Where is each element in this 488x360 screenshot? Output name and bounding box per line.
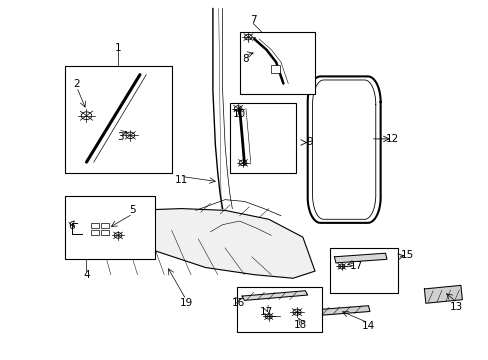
Bar: [329, 248, 397, 293]
Text: 6: 6: [68, 221, 75, 231]
Polygon shape: [307, 306, 369, 316]
Text: 17: 17: [349, 261, 362, 271]
Text: 3: 3: [117, 132, 123, 142]
Bar: [237, 287, 322, 332]
Text: 8: 8: [242, 54, 249, 64]
Polygon shape: [242, 291, 307, 300]
Bar: [91, 230, 99, 235]
Text: 10: 10: [233, 109, 245, 119]
Bar: [101, 223, 109, 228]
Bar: [91, 223, 99, 228]
Bar: [101, 230, 109, 235]
Text: 4: 4: [83, 270, 90, 280]
Bar: [64, 196, 154, 258]
Text: 5: 5: [129, 205, 136, 215]
Bar: [239, 32, 314, 94]
Text: 11: 11: [174, 175, 187, 185]
Text: 1: 1: [115, 43, 121, 53]
Text: 15: 15: [400, 250, 413, 260]
Text: 19: 19: [179, 298, 192, 308]
Text: 7: 7: [249, 15, 256, 25]
Polygon shape: [424, 285, 461, 303]
Text: 18: 18: [293, 320, 306, 330]
Bar: [64, 66, 171, 173]
Text: 17: 17: [259, 307, 272, 317]
Text: 12: 12: [386, 134, 399, 144]
Bar: [271, 65, 280, 73]
Text: 14: 14: [361, 321, 374, 332]
Text: 2: 2: [73, 78, 80, 89]
Polygon shape: [334, 253, 386, 263]
Bar: [229, 103, 295, 173]
Polygon shape: [81, 198, 314, 278]
Text: 13: 13: [448, 302, 462, 312]
Text: 16: 16: [231, 298, 244, 308]
Text: 9: 9: [306, 138, 313, 148]
